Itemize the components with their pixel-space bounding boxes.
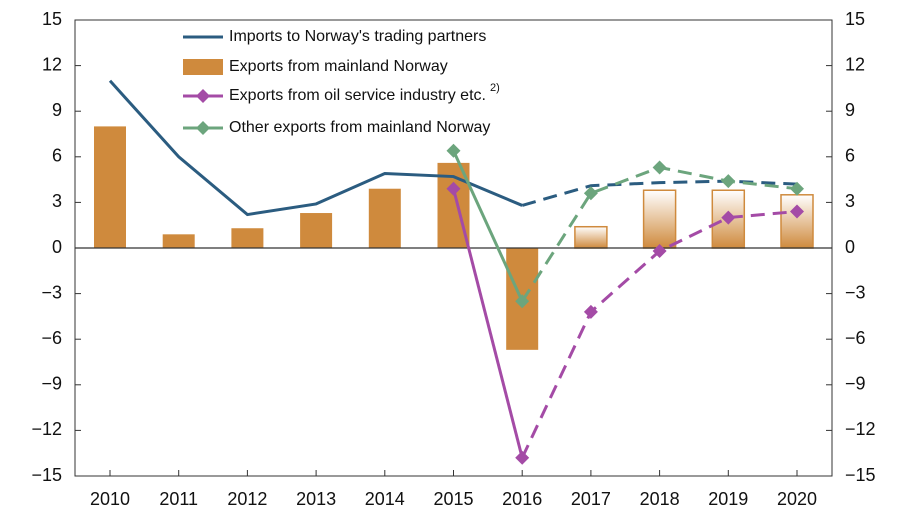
line xyxy=(452,150,524,302)
x-tick-label: 2014 xyxy=(365,489,405,509)
bar xyxy=(368,188,401,248)
marker xyxy=(652,244,667,259)
bar xyxy=(574,225,608,249)
line xyxy=(452,188,524,459)
legend-marker xyxy=(196,89,210,103)
line xyxy=(108,79,523,217)
x-tick-label: 2016 xyxy=(502,489,542,509)
y-tick-label: −12 xyxy=(31,419,62,439)
marker xyxy=(790,181,804,196)
y2-tick-label: 12 xyxy=(845,54,865,74)
y2-tick-label: 0 xyxy=(845,237,855,257)
legend-label: Other exports from mainland Norway xyxy=(229,119,490,136)
y-tick-label: 15 xyxy=(42,9,62,29)
y2-tick-label: 15 xyxy=(845,9,865,29)
bar xyxy=(642,189,677,249)
bar xyxy=(300,213,333,248)
y-tick-label: 12 xyxy=(42,54,62,74)
marker xyxy=(652,160,667,175)
x-tick-label: 2020 xyxy=(777,489,817,509)
line xyxy=(521,179,798,207)
y-tick-label: −15 xyxy=(31,465,62,485)
y-tick-label: 9 xyxy=(52,100,62,120)
x-tick-label: 2018 xyxy=(640,489,680,509)
marker xyxy=(515,450,530,465)
y-tick-label: 6 xyxy=(52,146,62,166)
legend-label: Exports from mainland Norway xyxy=(229,58,448,75)
marker xyxy=(446,181,461,196)
marker xyxy=(583,186,598,201)
x-tick-label: 2019 xyxy=(708,489,748,509)
y-tick-label: −6 xyxy=(41,328,62,348)
y-tick-label: 3 xyxy=(52,191,62,211)
y2-tick-label: −12 xyxy=(845,419,876,439)
x-tick-label: 2012 xyxy=(227,489,267,509)
marker xyxy=(721,210,736,225)
x-tick-label: 2015 xyxy=(433,489,473,509)
bar xyxy=(94,126,126,248)
x-tick-label: 2011 xyxy=(159,489,198,509)
y2-tick-label: −15 xyxy=(845,465,876,485)
legend-label: Exports from oil service industry etc. xyxy=(229,87,486,104)
y-tick-label: −3 xyxy=(41,282,62,302)
legend-label: Imports to Norway's trading partners xyxy=(229,28,486,45)
marker xyxy=(446,143,461,158)
x-tick-label: 2013 xyxy=(296,489,336,509)
y2-tick-label: 6 xyxy=(845,146,855,166)
marker xyxy=(515,294,530,309)
bar xyxy=(231,228,264,248)
marker xyxy=(721,174,736,189)
y2-tick-label: −3 xyxy=(845,282,866,302)
legend-swatch xyxy=(183,59,223,75)
legend-marker xyxy=(196,121,210,135)
marker xyxy=(583,304,598,319)
bar xyxy=(162,234,195,248)
bar xyxy=(780,194,814,249)
x-tick-label: 2017 xyxy=(571,489,611,509)
y2-tick-label: 3 xyxy=(845,191,855,211)
marker xyxy=(790,204,804,219)
x-tick-label: 2010 xyxy=(90,489,130,509)
y-tick-label: 0 xyxy=(52,237,62,257)
legend-note: 2) xyxy=(490,82,500,94)
y-tick-label: −9 xyxy=(41,374,62,394)
y2-tick-label: −6 xyxy=(845,328,866,348)
y2-tick-label: 9 xyxy=(845,100,855,120)
y2-tick-label: −9 xyxy=(845,374,866,394)
